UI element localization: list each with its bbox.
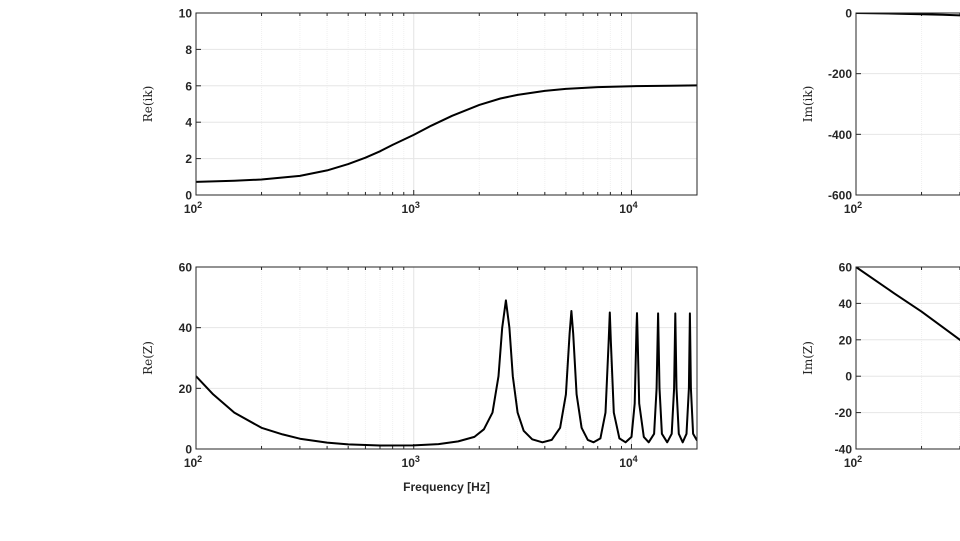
x-tick-label: 103 <box>402 200 420 216</box>
y-axis-label: Re(ik) <box>141 86 155 123</box>
y-tick-label: 6 <box>185 79 192 93</box>
chart-panel-im-ik-: -600-400-2000102103104Im(ik) <box>801 7 960 216</box>
x-axis-label: Frequency [Hz] <box>403 480 490 494</box>
chart-panel-re-ik-: 0 2 4 6 8 10 102 103 104 Re(ik) <box>141 7 698 216</box>
data-series-line <box>196 299 697 447</box>
y-tick-label: 4 <box>185 116 192 130</box>
y-tick-label: 8 <box>185 43 192 57</box>
y-tick-label: 60 <box>179 261 193 275</box>
x-tick-label: 102 <box>184 200 202 216</box>
y-axis-label: Im(ik) <box>801 86 815 123</box>
y-tick-label: -600 <box>828 189 852 203</box>
x-tick-label: 102 <box>184 454 202 470</box>
y-tick-label: -40 <box>835 443 853 457</box>
x-tick-label: 104 <box>619 454 637 470</box>
plot-area <box>196 13 697 195</box>
y-tick-label: 0 <box>845 7 852 21</box>
x-tick-label: 102 <box>844 454 862 470</box>
axes-box <box>855 12 960 196</box>
x-tick-label: 103 <box>402 454 420 470</box>
axes-box <box>195 266 698 450</box>
y-tick-label: 2 <box>185 152 192 166</box>
plot-area <box>196 267 697 449</box>
y-axis-label: Im(Z) <box>801 341 815 375</box>
y-tick-label: -400 <box>828 128 852 142</box>
plot-area <box>856 267 960 449</box>
y-tick-label: 0 <box>185 189 192 203</box>
axes-box <box>195 12 698 196</box>
y-tick-label: -200 <box>828 67 852 81</box>
y-tick-label: 10 <box>179 7 193 21</box>
y-tick-label: 40 <box>179 321 193 335</box>
axes-box <box>855 266 960 450</box>
chart-panel-re-z-: 0 20 40 60 102 103 104 Re(Z) Frequency [Hz] <box>141 261 698 494</box>
y-tick-label: 20 <box>839 333 853 347</box>
x-tick-label: 102 <box>844 200 862 216</box>
y-tick-label: 20 <box>179 382 193 396</box>
y-tick-label: 40 <box>839 297 853 311</box>
chart-panel-im-z-: -40-200204060102103104Im(Z) <box>801 261 960 470</box>
plot-area <box>856 13 960 195</box>
y-tick-label: 0 <box>845 370 852 384</box>
y-tick-label: 60 <box>839 261 853 275</box>
data-series-line <box>196 84 697 183</box>
y-tick-label: -20 <box>835 406 853 420</box>
y-axis-label: Re(Z) <box>141 341 155 375</box>
x-tick-label: 104 <box>619 200 637 216</box>
y-tick-label: 0 <box>185 443 192 457</box>
